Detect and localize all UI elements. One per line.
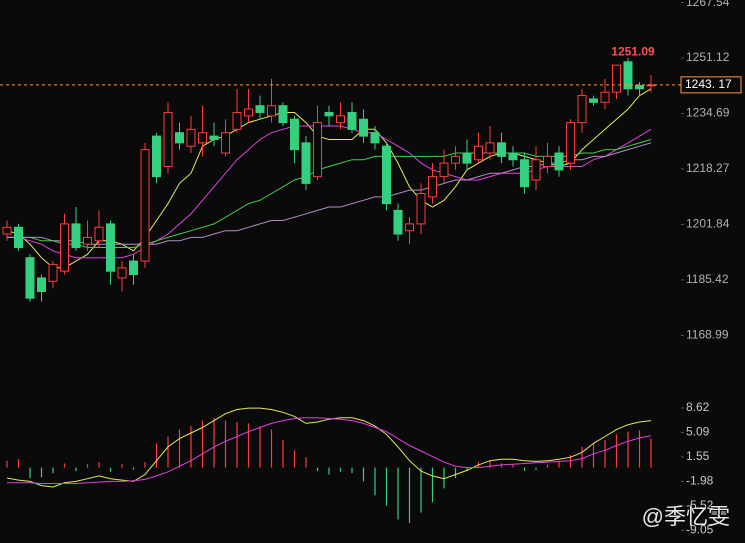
candle-body [589,98,598,103]
candle-body [2,226,12,235]
y-tick-label: 8.62 [686,400,710,414]
candle-body [209,135,219,140]
y-tick-label: -5.52 [686,498,714,512]
high-annotation: 1251.09 [611,44,655,58]
candle-body [186,128,196,147]
candle-body [313,122,322,178]
candle-body [600,91,610,103]
candle-body [14,226,23,249]
candle-body [71,223,81,249]
last-price-box [680,76,742,94]
y-tick-label: 1201.84 [686,217,730,231]
candle-body [577,95,587,124]
candle-body [94,226,104,242]
candle-body [382,145,391,205]
watermark: @季忆雯 [642,504,730,529]
candle-body [451,155,460,164]
candle-body [324,111,334,117]
y-tick-label: 1251.12 [686,50,730,64]
candle-body [336,115,345,124]
candle-body [508,152,518,161]
candle-body [290,118,299,151]
candle-body [485,142,495,154]
candle-body [48,263,58,282]
candle-body [428,176,437,198]
candle-body [612,64,621,93]
candle-body [244,108,253,117]
candle-body [232,111,242,130]
candle-body [152,135,161,178]
candle-body [198,132,207,144]
candle-body [129,260,138,276]
candle-body [393,209,403,235]
candle-body [255,105,265,113]
candle-body [635,84,644,90]
candle-body [163,111,173,167]
candle-body [543,155,552,167]
candle-body [359,118,368,137]
candle-body [301,142,311,184]
indicator-line [6,407,652,488]
candle-body [474,145,483,161]
candle-body [83,236,92,245]
candle-body [439,162,449,178]
y-tick-label: 5.09 [686,425,710,439]
candle-body [405,223,414,232]
candle-body [497,142,506,157]
y-tick-label: 1234.69 [686,106,730,120]
last-price-label: 1243. 17 [685,77,732,91]
y-tick-label: 1218.27 [686,161,730,175]
y-tick-label: 1168.99 [686,328,729,342]
indicator-line [7,417,652,484]
y-tick-label: 1185.42 [686,272,729,286]
candle-body [140,149,150,262]
candle-body [370,132,380,144]
candle-body [221,132,230,154]
candle-body [347,111,357,130]
candle-body [25,257,35,299]
y-tick-label: -9.05 [686,522,714,536]
candle-body [175,132,184,144]
candle-body [106,223,115,272]
candle-body [60,223,69,272]
y-tick-label: 1.55 [686,449,710,463]
y-tick-label: 1267.54 [686,0,730,9]
candle-body [117,267,127,279]
candle-body [37,277,46,292]
candle-body [416,193,426,225]
candle-body [278,105,288,124]
y-tick-label: -1.98 [686,473,714,487]
candle-body [267,105,276,117]
candle-body [520,159,529,188]
candle-body [531,159,541,181]
candle-body [623,61,633,90]
candle-body [462,152,472,164]
candle-body [554,152,564,171]
candle-body [566,122,575,164]
